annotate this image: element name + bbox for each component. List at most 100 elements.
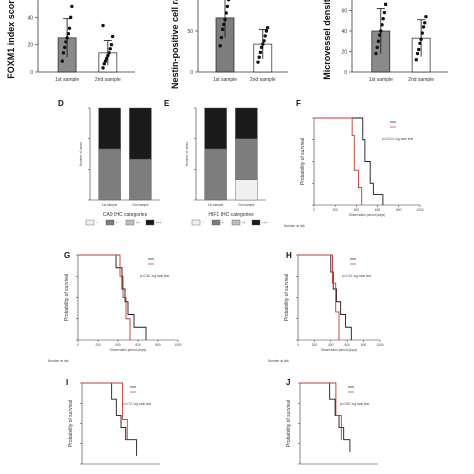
data-point — [377, 33, 382, 37]
data-point — [415, 51, 420, 56]
y-axis-label: Number of cases — [79, 142, 83, 166]
data-point — [62, 45, 67, 50]
data-point — [60, 59, 64, 63]
x-tick-label: 0 — [313, 208, 315, 212]
data-point — [261, 42, 265, 46]
panel-letter: E — [164, 99, 170, 108]
data-point — [263, 34, 267, 38]
risk-table-label: Number at risk — [284, 224, 305, 228]
x-tick-label: 600 — [345, 343, 351, 347]
data-point — [222, 22, 226, 27]
legend-swatch — [145, 219, 155, 226]
y-tick-label: 0 — [344, 70, 347, 76]
panel-letter: J — [286, 378, 290, 387]
x-axis-label: Observation period (days) — [321, 348, 358, 352]
data-point — [66, 32, 71, 36]
data-point — [108, 47, 112, 51]
data-point — [70, 4, 74, 9]
category-label: 2nd sample — [238, 203, 255, 207]
survival-curve — [298, 254, 340, 340]
data-point — [417, 47, 421, 52]
data-point — [262, 39, 266, 43]
stacked-segment — [204, 107, 227, 150]
data-point — [65, 36, 69, 40]
category-label: 1st sample — [102, 203, 118, 207]
data-point — [224, 11, 228, 15]
stacked-segment — [235, 107, 258, 139]
stacked-segment — [98, 148, 121, 201]
y-axis-label: Probability of survival — [64, 274, 70, 321]
y-axis-label: Nestin-positive cell ratio — [170, 0, 180, 89]
category-label: 2nd sample — [132, 203, 149, 207]
survival-curve — [314, 117, 363, 205]
legend-label: + — [116, 221, 118, 225]
data-point — [374, 51, 378, 56]
y-tick-label: 40 — [341, 29, 347, 35]
x-tick-label: 400 — [328, 343, 334, 347]
stacked-segment — [235, 179, 258, 201]
data-point — [67, 26, 72, 30]
data-point — [424, 14, 428, 19]
legend-swatch — [105, 219, 115, 226]
category-label: 2nd sample — [408, 77, 434, 83]
panel-letter: G — [64, 251, 70, 260]
x-axis-label: CA9 IHC categories — [103, 212, 148, 218]
x-tick-label: 0 — [77, 343, 79, 347]
x-tick-label: 1000 — [416, 208, 423, 212]
x-tick-label: 200 — [95, 343, 101, 347]
legend-label: + — [222, 221, 224, 225]
data-point — [226, 0, 231, 2]
data-point — [420, 31, 425, 35]
legend-label: ++ — [242, 221, 246, 225]
panel-letter: F — [296, 99, 301, 108]
legend-swatch — [251, 219, 261, 226]
stacked-segment — [98, 107, 121, 150]
data-point — [379, 29, 383, 33]
data-point — [414, 58, 419, 62]
data-point — [109, 42, 114, 47]
x-tick-label: 800 — [155, 343, 161, 347]
data-point — [423, 21, 427, 25]
survival-curve — [78, 254, 131, 340]
legend-swatch — [125, 219, 135, 226]
p-value-annotation: p=0.36, log-rank test — [140, 274, 169, 278]
p-value-annotation: p=0.43, log-rank test — [342, 274, 371, 278]
legend-swatch — [191, 219, 201, 226]
category-label: 1st sample — [55, 77, 79, 83]
x-tick-label: 400 — [115, 343, 121, 347]
data-point — [421, 25, 426, 29]
survival-curve — [82, 382, 138, 456]
data-point — [106, 53, 110, 58]
x-tick-label: 800 — [361, 343, 367, 347]
y-axis-label: Microvessel density — [322, 0, 332, 80]
data-point — [69, 15, 73, 20]
legend-label: − — [96, 221, 98, 225]
data-point — [258, 50, 263, 55]
legend-label: ++ — [136, 221, 140, 225]
panel-letter: D — [58, 99, 64, 108]
data-point — [110, 34, 115, 39]
legend-swatch — [85, 219, 95, 226]
x-tick-label: 600 — [135, 343, 141, 347]
survival-curve — [78, 254, 147, 340]
y-axis-label: Probability of survival — [300, 138, 306, 185]
data-point — [375, 45, 379, 50]
data-point — [223, 17, 227, 22]
legend-label: +++ — [262, 221, 268, 225]
risk-table-label: Number at risk — [48, 359, 69, 363]
data-point — [102, 62, 106, 66]
y-tick-label: 0 — [190, 70, 193, 76]
x-axis-label: Observation period (days) — [110, 348, 147, 352]
category-label: 1st sample — [369, 77, 393, 83]
x-tick-label: 400 — [354, 208, 360, 212]
y-axis-label: Probability of survival — [286, 400, 292, 447]
stacked-segment — [129, 107, 152, 160]
survival-curve — [82, 382, 128, 440]
data-point — [265, 26, 270, 30]
x-axis-label: Observation period (days) — [349, 213, 386, 217]
data-point — [256, 60, 260, 64]
stacked-segment — [204, 148, 227, 201]
x-tick-label: 600 — [375, 208, 381, 212]
data-point — [101, 66, 105, 70]
x-tick-label: 1000 — [376, 343, 383, 347]
